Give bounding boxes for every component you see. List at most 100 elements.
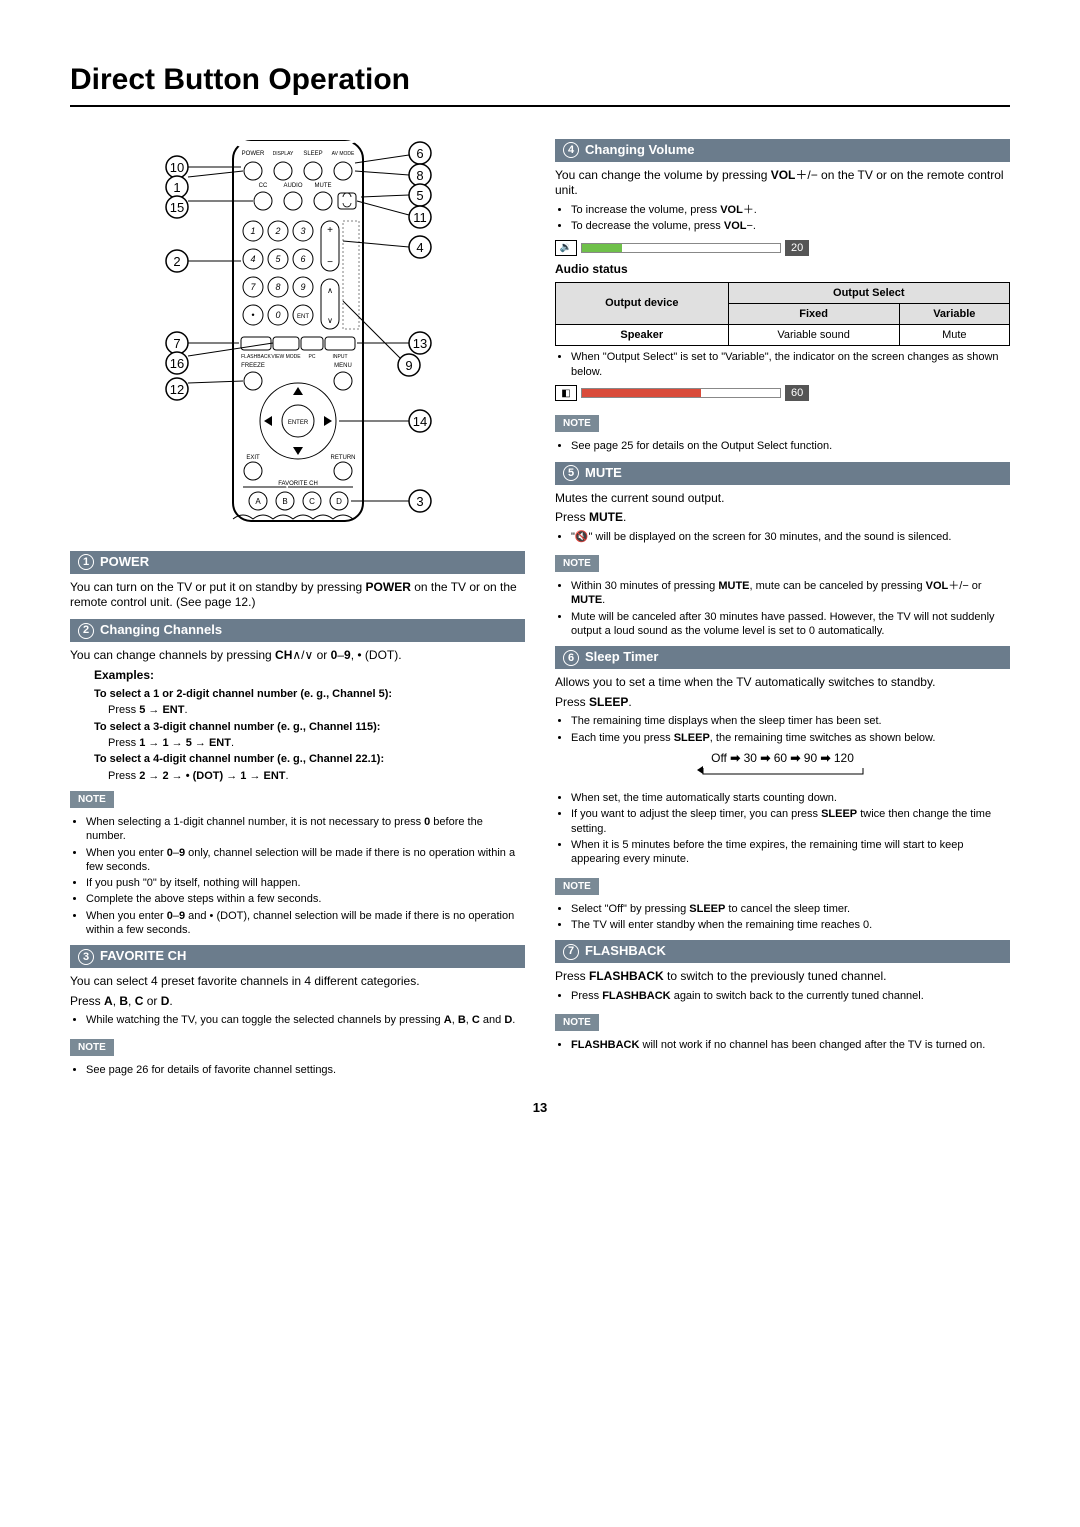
svg-text:ENT: ENT bbox=[297, 314, 309, 320]
svg-text:15: 15 bbox=[169, 200, 183, 215]
mute-line2: Press MUTE. bbox=[555, 510, 1010, 526]
section-channels-header: 2 Changing Channels bbox=[70, 619, 525, 642]
list-item: If you want to adjust the sleep timer, y… bbox=[571, 807, 1010, 836]
remote-svg: POWER DISPLAY SLEEP AV MODE CC AUDIO MUT… bbox=[133, 131, 463, 531]
audio-status-table: Output device Output Select Fixed Variab… bbox=[555, 282, 1010, 347]
section-num-icon: 2 bbox=[78, 623, 94, 639]
flashback-notes: FLASHBACK will not work if no channel ha… bbox=[555, 1038, 1010, 1052]
example-title: To select a 3-digit channel number (e. g… bbox=[94, 720, 525, 734]
remote-diagram: POWER DISPLAY SLEEP AV MODE CC AUDIO MUT… bbox=[133, 131, 463, 531]
svg-text:FREEZE: FREEZE bbox=[241, 363, 265, 369]
note-tag: NOTE bbox=[555, 555, 599, 572]
svg-text:4: 4 bbox=[250, 254, 255, 264]
left-column: POWER DISPLAY SLEEP AV MODE CC AUDIO MUT… bbox=[70, 131, 525, 1080]
list-item: While watching the TV, you can toggle th… bbox=[86, 1013, 525, 1027]
svg-text:2: 2 bbox=[274, 226, 280, 236]
columns: POWER DISPLAY SLEEP AV MODE CC AUDIO MUT… bbox=[70, 131, 1010, 1080]
svg-text:•: • bbox=[251, 310, 254, 320]
note-tag: NOTE bbox=[555, 1014, 599, 1031]
svg-text:D: D bbox=[336, 497, 342, 506]
volume-bullets: To increase the volume, press VOL＋. To de… bbox=[555, 203, 1010, 234]
svg-text:MUTE: MUTE bbox=[314, 183, 331, 189]
mute-notes: Within 30 minutes of pressing MUTE, mute… bbox=[555, 579, 1010, 638]
output-icon: ◧ bbox=[555, 385, 577, 401]
section-title: MUTE bbox=[585, 465, 622, 482]
svg-text:1: 1 bbox=[250, 226, 255, 236]
section-volume-header: 4 Changing Volume bbox=[555, 139, 1010, 162]
example-title: To select a 4-digit channel number (e. g… bbox=[94, 752, 525, 766]
volume-bar-1: 🔉 20 bbox=[555, 240, 1010, 256]
td-speaker: Speaker bbox=[556, 325, 729, 346]
svg-text:AUDIO: AUDIO bbox=[283, 183, 302, 189]
list-item: To decrease the volume, press VOL−. bbox=[571, 219, 1010, 233]
svg-text:CC: CC bbox=[258, 183, 267, 189]
svg-text:POWER: POWER bbox=[241, 151, 264, 157]
svg-text:AV MODE: AV MODE bbox=[331, 151, 354, 157]
volume-value: 20 bbox=[785, 240, 809, 256]
svg-text:6: 6 bbox=[416, 146, 423, 161]
svg-text:3: 3 bbox=[416, 494, 423, 509]
svg-text:MENU: MENU bbox=[334, 363, 352, 369]
svg-text:7: 7 bbox=[173, 336, 180, 351]
list-item: Complete the above steps within a few se… bbox=[86, 892, 525, 906]
volume-notes: See page 25 for details on the Output Se… bbox=[555, 439, 1010, 453]
list-item: When set, the time automatically starts … bbox=[571, 791, 1010, 805]
list-item: To increase the volume, press VOL＋. bbox=[571, 203, 1010, 217]
list-item: Select "Off" by pressing SLEEP to cancel… bbox=[571, 902, 1010, 916]
note-tag: NOTE bbox=[70, 791, 114, 808]
svg-text:9: 9 bbox=[405, 358, 412, 373]
speaker-icon: 🔉 bbox=[555, 240, 577, 256]
example-keys: Press 5 → ENT. bbox=[108, 703, 525, 717]
list-item: "🔇" will be displayed on the screen for … bbox=[571, 530, 1010, 544]
svg-text:ENTER: ENTER bbox=[287, 420, 308, 426]
svg-text:∧: ∧ bbox=[327, 286, 333, 295]
note-tag: NOTE bbox=[555, 878, 599, 895]
svg-text:FAVORITE CH: FAVORITE CH bbox=[278, 481, 318, 487]
example-title: To select a 1 or 2-digit channel number … bbox=[94, 687, 525, 701]
volume-track bbox=[581, 388, 781, 398]
svg-text:A: A bbox=[255, 497, 261, 506]
section-title: Changing Volume bbox=[585, 142, 695, 159]
svg-text:8: 8 bbox=[275, 282, 280, 292]
section-num-icon: 3 bbox=[78, 949, 94, 965]
svg-text:10: 10 bbox=[169, 160, 183, 175]
list-item: See page 25 for details on the Output Se… bbox=[571, 439, 1010, 453]
list-item: When you enter 0–9 and • (DOT), channel … bbox=[86, 909, 525, 938]
favorite-body: You can select 4 preset favorite channel… bbox=[70, 974, 525, 990]
flashback-bullets: Press FLASHBACK again to switch back to … bbox=[555, 989, 1010, 1003]
td-fixed: Variable sound bbox=[728, 325, 899, 346]
th-variable: Variable bbox=[899, 303, 1009, 324]
audio-status-title: Audio status bbox=[555, 262, 1010, 278]
sleep-notes: Select "Off" by pressing SLEEP to cancel… bbox=[555, 902, 1010, 933]
section-sleep-header: 6 Sleep Timer bbox=[555, 646, 1010, 669]
svg-text:RETURN: RETURN bbox=[330, 455, 355, 461]
section-mute-header: 5 MUTE bbox=[555, 462, 1010, 485]
favorite-line2: Press A, B, C or D. bbox=[70, 994, 525, 1010]
sleep-body: Allows you to set a time when the TV aut… bbox=[555, 675, 1010, 691]
svg-text:+: + bbox=[327, 225, 333, 236]
sleep-bullets: The remaining time displays when the sle… bbox=[555, 714, 1010, 745]
section-num-icon: 1 bbox=[78, 554, 94, 570]
list-item: When it is 5 minutes before the time exp… bbox=[571, 838, 1010, 867]
td-variable: Mute bbox=[899, 325, 1009, 346]
section-title: FLASHBACK bbox=[585, 943, 666, 960]
section-title: Sleep Timer bbox=[585, 649, 658, 666]
svg-text:INPUT: INPUT bbox=[332, 354, 347, 360]
section-power-header: 1 POWER bbox=[70, 551, 525, 574]
svg-text:4: 4 bbox=[416, 240, 423, 255]
list-item: Mute will be canceled after 30 minutes h… bbox=[571, 610, 1010, 639]
svg-text:VIEW MODE: VIEW MODE bbox=[271, 354, 301, 360]
section-num-icon: 6 bbox=[563, 650, 579, 666]
list-item: When you enter 0–9 only, channel selecti… bbox=[86, 846, 525, 875]
sleep-bullets-2: When set, the time automatically starts … bbox=[555, 791, 1010, 866]
section-favorite-header: 3 FAVORITE CH bbox=[70, 945, 525, 968]
svg-text:14: 14 bbox=[412, 414, 426, 429]
svg-text:PC: PC bbox=[308, 354, 315, 360]
volume-bar-2: ◧ 60 bbox=[555, 385, 1010, 401]
channels-body: You can change channels by pressing CH∧/… bbox=[70, 648, 525, 664]
section-flashback-header: 7 FLASHBACK bbox=[555, 940, 1010, 963]
right-column: 4 Changing Volume You can change the vol… bbox=[555, 131, 1010, 1080]
svg-text:13: 13 bbox=[412, 336, 426, 351]
note-tag: NOTE bbox=[555, 415, 599, 432]
example-keys: Press 2 → 2 → • (DOT) → 1 → ENT. bbox=[108, 769, 525, 783]
